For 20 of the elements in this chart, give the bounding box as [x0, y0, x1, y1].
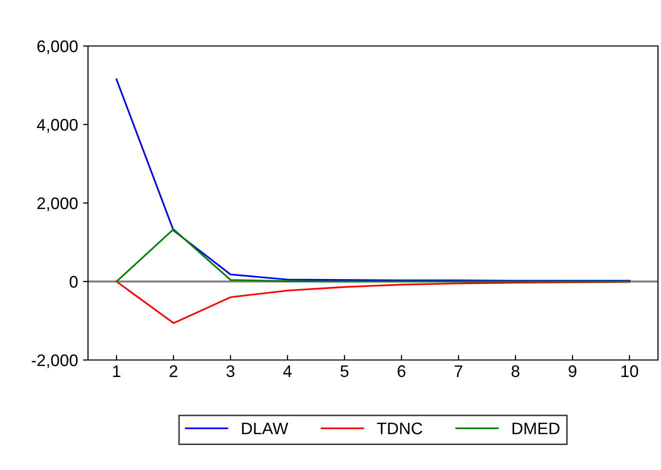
line-series — [116, 78, 630, 282]
legend-label: DLAW — [242, 422, 288, 434]
y-tick-label: -2,000 — [32, 354, 78, 368]
y-tick-label: 2,000 — [37, 197, 78, 212]
legend-label: DMED — [512, 422, 560, 434]
x-tick-label: 9 — [568, 365, 576, 378]
x-tick-label: 6 — [398, 365, 406, 378]
x-tick-label: 8 — [512, 365, 520, 378]
x-tick-label: 2 — [170, 365, 178, 377]
x-tick-label: 3 — [226, 365, 234, 378]
legend-label: TDNC — [376, 422, 422, 434]
y-tick-label: 4,000 — [36, 118, 78, 133]
x-tick-label: 10 — [622, 365, 638, 378]
line-series — [116, 228, 630, 282]
x-tick-label: 1 — [113, 365, 120, 377]
x-tick-label: 7 — [454, 365, 462, 377]
y-tick-label: 0 — [70, 276, 78, 288]
x-tick-label: 5 — [340, 365, 348, 378]
y-tick-label: 6,000 — [37, 40, 78, 54]
x-tick-label: 4 — [283, 365, 292, 377]
